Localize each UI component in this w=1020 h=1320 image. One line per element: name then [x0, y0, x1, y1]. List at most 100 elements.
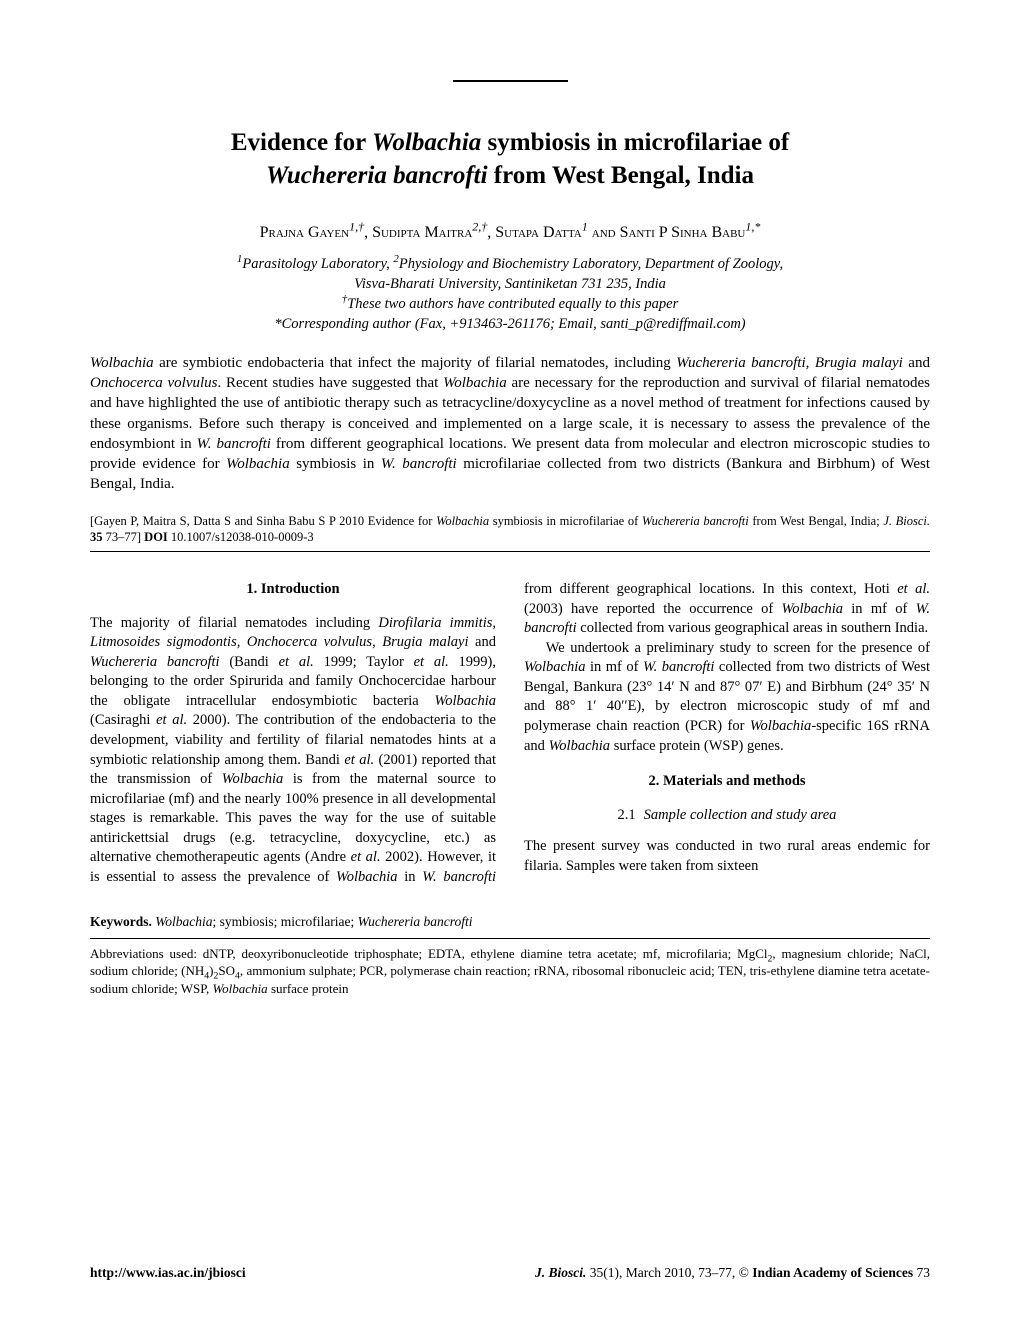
p1-i9: et al.: [351, 849, 381, 865]
ab-d: SO: [218, 963, 235, 978]
footer-page-num: 73: [913, 1265, 930, 1280]
p1-i6: et al.: [156, 712, 187, 728]
p1-i4: et al.: [414, 654, 449, 670]
ab-a: Abbreviations used: dNTP, deoxyribonucle…: [90, 946, 767, 961]
keywords-line: Keywords. Wolbachia; symbiosis; microfil…: [90, 913, 930, 931]
title-italic-2: Wuchereria bancrofti: [266, 162, 488, 189]
abs-t1: are symbiotic endobacteria that infect t…: [154, 355, 677, 371]
article-title: Evidence for Wolbachia symbiosis in micr…: [90, 127, 930, 192]
cit-pre: [Gayen P, Maitra S, Datta S and Sinha Ba…: [90, 514, 436, 528]
cit-vol: 35: [90, 530, 103, 544]
affiliations: 1Parasitology Laboratory, 2Physiology an…: [90, 254, 930, 335]
p1-i2: Wuchereria bancrofti: [90, 654, 220, 670]
separator-rule: [90, 551, 930, 552]
affil-text-1a: Parasitology Laboratory,: [242, 256, 393, 272]
p2-i3: Wolbachia: [750, 718, 812, 734]
p2-i4: Wolbachia: [549, 738, 611, 754]
abs-i3: Onchocerca volvulus: [90, 375, 218, 391]
kw-t1: ; symbiosis; microfilariae;: [213, 914, 358, 929]
p1-i7: et al.: [344, 752, 374, 768]
affil-line-3: These two authors have contributed equal…: [347, 296, 678, 312]
intro-heading: 1. Introduction: [90, 580, 496, 600]
citation-block: [Gayen P, Maitra S, Datta S and Sinha Ba…: [90, 513, 930, 546]
ab-i1: Wolbachia: [213, 981, 268, 996]
p1-t-o: collected from various geographical area…: [577, 620, 929, 636]
author-2: Sudipta Maitra: [372, 224, 472, 241]
p1-t-d: 1999; Taylor: [314, 654, 414, 670]
mm-paragraph-1: The present survey was conducted in two …: [524, 837, 930, 876]
cit-doi-label: DOI: [144, 530, 168, 544]
intro-paragraph-2: We undertook a preliminary study to scre…: [524, 639, 930, 756]
cit-i2: Wuchereria bancrofti: [642, 514, 749, 528]
author-4-affil: 1,*: [745, 220, 760, 234]
author-2-affil: 2,†: [472, 220, 487, 234]
abs-t3: . Recent studies have suggested that: [218, 375, 444, 391]
author-list: Prajna Gayen1,†, Sudipta Maitra2,†, Suta…: [90, 222, 930, 244]
footer-citation: J. Biosci. 35(1), March 2010, 73–77, © I…: [535, 1264, 930, 1282]
p1-i13: Wolbachia: [781, 601, 843, 617]
p1-t-b: and: [469, 634, 496, 650]
p1-i10: Wolbachia: [336, 869, 398, 885]
p1-i5: Wolbachia: [435, 693, 497, 709]
cit-i1: Wolbachia: [436, 514, 489, 528]
p1-i12: et al.: [897, 581, 930, 597]
footer-journal: J. Biosci.: [535, 1265, 586, 1280]
p1-t-l: from different geographical locations. I…: [524, 581, 897, 597]
sep: and: [588, 224, 620, 241]
ab-f: surface protein: [268, 981, 349, 996]
p1-t-n: in mf of: [843, 601, 916, 617]
author-1: Prajna Gayen: [260, 224, 349, 241]
p2-t-e: surface protein (WSP) genes.: [610, 738, 784, 754]
footer-vol: 35(1), March 2010, 73–77, ©: [586, 1265, 752, 1280]
cit-doi: 10.1007/s12038-010-0009-3: [168, 530, 314, 544]
p2-i1: Wolbachia: [524, 659, 586, 675]
p1-t-a: The majority of filarial nematodes inclu…: [90, 615, 378, 631]
affil-line-2: Visva-Bharati University, Santiniketan 7…: [354, 276, 666, 292]
cit-m2: from West Bengal, India;: [749, 514, 884, 528]
cit-i3: J. Biosci.: [883, 514, 930, 528]
author-4: Santi P Sinha Babu: [620, 224, 746, 241]
p1-t-c: (Bandi: [220, 654, 279, 670]
title-italic-1: Wolbachia: [372, 129, 481, 156]
p1-t-f: (Casiraghi: [90, 712, 156, 728]
author-1-affil: 1,†: [349, 220, 364, 234]
abs-i5: W. bancrofti: [197, 436, 271, 452]
abs-t6: symbiosis in: [290, 456, 381, 472]
mm-subheading: 2.1 Sample collection and study area: [524, 806, 930, 826]
p1-i8: Wolbachia: [222, 771, 284, 787]
p1-t-m: (2003) have reported the occurrence of: [524, 601, 781, 617]
page-footer: http://www.ias.ac.in/jbiosci J. Biosci. …: [90, 1264, 930, 1282]
kw-i1: Wolbachia: [155, 914, 212, 929]
keywords-rule: [90, 938, 930, 939]
p1-i11: W. bancrofti: [422, 869, 496, 885]
abstract: Wolbachia are symbiotic endobacteria tha…: [90, 353, 930, 495]
affil-text-1b: Physiology and Biochemistry Laboratory, …: [399, 256, 783, 272]
abs-i1: Wolbachia: [90, 355, 154, 371]
sep: ,: [364, 224, 372, 241]
mm-sub-text: Sample collection and study area: [644, 807, 837, 823]
p1-i3: et al.: [279, 654, 314, 670]
page: Evidence for Wolbachia symbiosis in micr…: [0, 0, 1020, 1320]
author-3: Sutapa Datta: [495, 224, 581, 241]
abs-i4: Wolbachia: [443, 375, 507, 391]
body-columns: 1. Introduction The majority of filarial…: [90, 580, 930, 887]
decorative-rule: [453, 80, 568, 82]
abbreviations: Abbreviations used: dNTP, deoxyribonucle…: [90, 945, 930, 998]
cit-m1: symbiosis in microfilariae of: [489, 514, 642, 528]
abs-i6: Wolbachia: [226, 456, 290, 472]
title-text-3: from West Bengal, India: [488, 162, 754, 189]
mm-heading: 2. Materials and methods: [524, 772, 930, 792]
kw-i2: Wuchereria bancrofti: [358, 914, 473, 929]
mm-sub-num: 2.1: [618, 807, 636, 823]
abs-t2: and: [903, 355, 930, 371]
p1-t-k: in: [398, 869, 423, 885]
footer-url: http://www.ias.ac.in/jbiosci: [90, 1264, 246, 1282]
abs-i2: Wuchereria bancrofti, Brugia malayi: [676, 355, 903, 371]
p2-t-b: in mf of: [586, 659, 643, 675]
p2-i2: W. bancrofti: [643, 659, 715, 675]
title-text-2: symbiosis in microfilariae of: [481, 129, 789, 156]
abs-i7: W. bancrofti: [381, 456, 457, 472]
footer-pub: Indian Academy of Sciences: [752, 1265, 913, 1280]
title-text-1: Evidence for: [231, 129, 372, 156]
p2-t-a: We undertook a preliminary study to scre…: [546, 640, 930, 656]
